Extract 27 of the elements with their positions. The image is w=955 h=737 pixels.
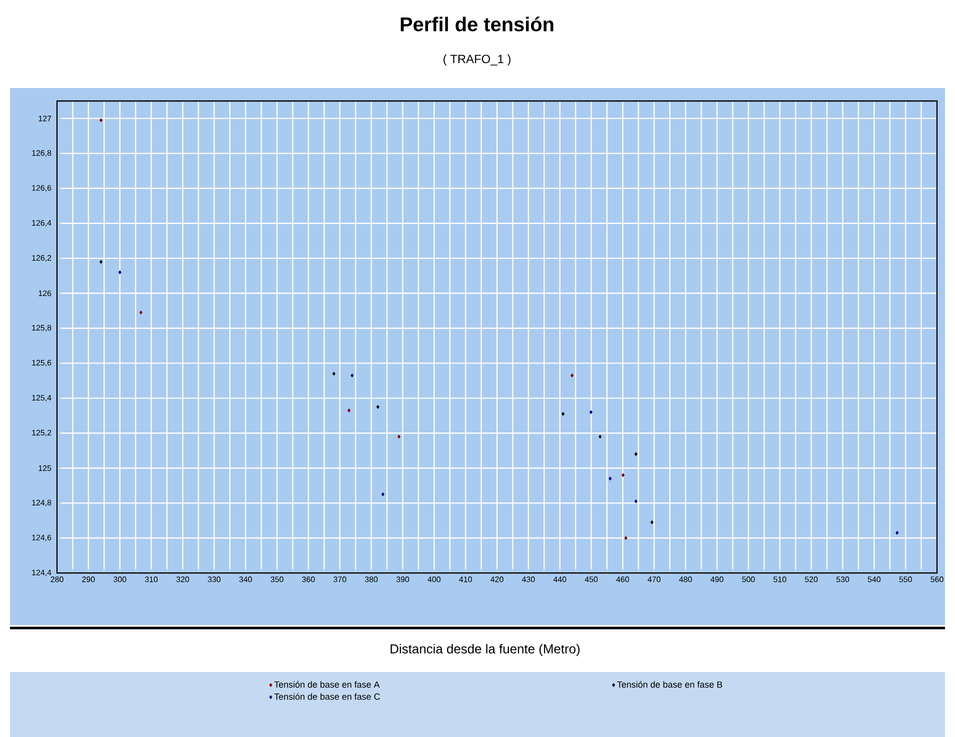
point [332,372,336,376]
point [634,499,638,504]
point [397,434,400,439]
point [376,404,380,409]
point [561,412,565,416]
chart-subtitle: ( TRAFO_1 ) [444,54,510,66]
point [347,408,351,412]
point [118,270,122,274]
point [608,476,612,481]
x-axis-title: Distancia desde la fuente (Metro) [390,644,580,656]
point [99,260,103,264]
chart-title: Perfil de tensión [400,16,554,32]
point [99,118,103,122]
point [598,434,602,439]
point [896,530,899,535]
point [634,452,638,456]
point [624,536,628,540]
point [570,373,574,378]
point [621,473,625,478]
point [139,310,142,314]
point [381,492,384,496]
point [589,410,593,414]
point [350,373,354,378]
point [650,520,654,524]
legend-label: Tensión de base en fase B [617,681,722,688]
legend-label: Tensión de base en fase C [274,693,380,700]
legend-label: Tensión de base en fase A [274,681,380,688]
